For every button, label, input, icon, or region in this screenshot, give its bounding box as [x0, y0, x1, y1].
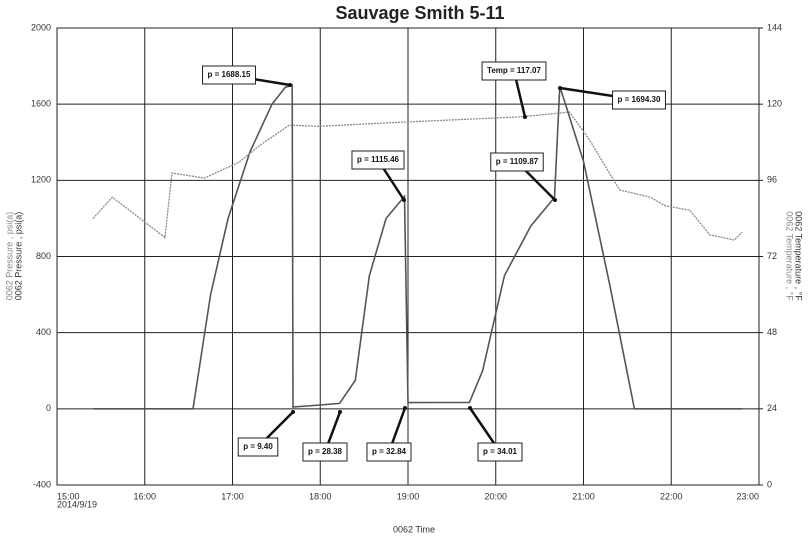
series-line: [92, 111, 743, 241]
annotation-box: [237, 437, 279, 457]
annotation-tip: [288, 83, 292, 87]
y-tick-label: 0: [46, 403, 51, 413]
annotation-tip: [558, 86, 562, 90]
y-tick-label: 1200: [31, 175, 51, 185]
y2-tick-label: 48: [767, 327, 777, 337]
y-tick-label: 1600: [31, 99, 51, 109]
x-tick-label: 16:00: [133, 491, 156, 501]
annotation-label: p = 28.38: [308, 447, 343, 456]
annotation-box: [477, 442, 523, 462]
annotation-label: p = 9.40: [243, 442, 273, 451]
annotation-tip: [402, 198, 406, 202]
annotation-tip: [291, 410, 295, 414]
annotation-box: [612, 90, 666, 110]
annotation-label: p = 34.01: [483, 447, 518, 456]
y2-tick-label: 96: [767, 175, 777, 185]
y-tick-label: 400: [36, 327, 51, 337]
x-tick-label: 17:00: [221, 491, 244, 501]
y2-axis-label: 0062 Temperature , °F: [785, 211, 795, 301]
annotation-tip: [553, 198, 557, 202]
x-tick-label: 19:00: [397, 491, 420, 501]
y2-axis-label: 0062 Temperature , °F: [794, 211, 804, 301]
x-sublabel: 2014/9/19: [57, 499, 97, 509]
x-tick-label: 21:00: [572, 491, 595, 501]
annotation-box: [351, 150, 405, 170]
y-axis-label: 0062 Pressure , psi(a): [13, 212, 23, 301]
annotation-label: p = 1694.30: [618, 95, 661, 104]
y-axis-label: 0062 Pressure , psi(a): [4, 212, 14, 301]
x-tick-label: 22:00: [660, 491, 683, 501]
annotation-box: [302, 442, 348, 462]
y2-tick-label: 120: [767, 99, 782, 109]
annotation-tip: [523, 115, 527, 119]
x-tick-label: 18:00: [309, 491, 332, 501]
y2-tick-label: 72: [767, 251, 777, 261]
y2-tick-label: 24: [767, 403, 777, 413]
annotation-box: [366, 442, 412, 462]
y2-tick-label: 144: [767, 22, 782, 32]
annotation-box: [481, 61, 547, 81]
x-tick-label: 23:00: [736, 491, 759, 501]
plot-frame: [56, 27, 760, 486]
y-tick-label: -400: [33, 479, 51, 489]
annotation-box: [202, 65, 256, 85]
annotation-box: [490, 152, 544, 172]
series-line: [93, 83, 743, 410]
annotation-label: p = 1688.15: [208, 70, 251, 79]
x-tick-label: 20:00: [484, 491, 507, 501]
annotation-label: Temp = 117.07: [487, 66, 541, 75]
chart-title: Sauvage Smith 5-11: [335, 3, 504, 23]
annotation-label: p = 32.84: [372, 447, 407, 456]
annotation-tip: [468, 406, 472, 410]
y2-tick-label: 0: [767, 479, 772, 489]
annotation-tip: [403, 406, 407, 410]
annotation-label: p = 1109.87: [496, 157, 539, 166]
x-tick-label: 15:00: [57, 491, 80, 501]
y-tick-label: 800: [36, 251, 51, 261]
annotation-tip: [338, 410, 342, 414]
annotation-label: p = 1115.46: [357, 155, 400, 164]
y-tick-label: 2000: [31, 22, 51, 32]
x-axis-label: 0062 Time: [393, 524, 435, 534]
